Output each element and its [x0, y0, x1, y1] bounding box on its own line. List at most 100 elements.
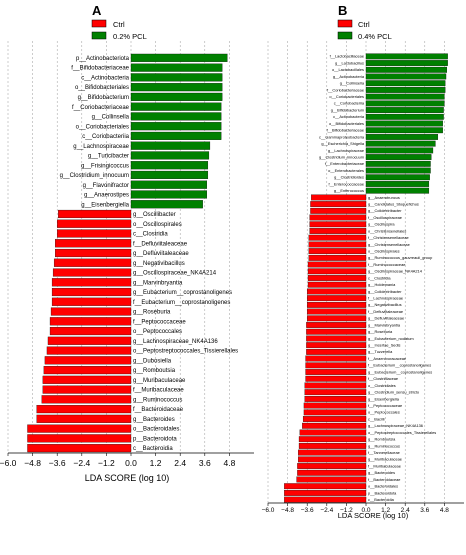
- bar: [284, 496, 367, 503]
- bar: [130, 141, 211, 150]
- x-tick-label: 1.2: [381, 507, 390, 514]
- bar: [365, 174, 430, 181]
- bar: [307, 275, 367, 281]
- bar: [130, 73, 223, 82]
- bar-label: c__Bacteroidia: [368, 497, 395, 502]
- bar-label: c__Clostridia: [368, 275, 391, 280]
- x-tick-label: 0.0: [361, 507, 370, 514]
- bar: [307, 281, 367, 288]
- bar: [130, 170, 209, 180]
- bar-label: f__Bifidobacteriaceae: [71, 66, 129, 72]
- bar-label: o__Peptococcales: [133, 329, 182, 335]
- bar-label: f__Tannerellaceae: [368, 450, 400, 455]
- bar-label: g__Negativibacillus: [368, 302, 402, 307]
- legend-b-ctrl-swatch: [337, 19, 353, 28]
- bar-label: o__Clostridiales: [368, 383, 396, 388]
- bar-label: f__Lachnospiraceae: [368, 296, 403, 301]
- bar-label: f__Coriobacteriaceae: [72, 105, 130, 111]
- bar: [130, 53, 228, 62]
- bar-label: f__Eubacterium__coprostanoligenes: [133, 300, 230, 306]
- bar: [27, 424, 132, 433]
- bar-label: g__Ruminococcus: [368, 443, 400, 448]
- x-tick-label: −6.0: [262, 507, 275, 514]
- bar: [49, 326, 132, 336]
- bar: [298, 449, 367, 456]
- bar: [51, 278, 132, 287]
- bar-label: f__Anaerovoracaceae: [368, 356, 406, 361]
- bar-label: f__Bacteroidaceae: [368, 477, 400, 482]
- bar: [365, 147, 434, 154]
- bar: [42, 385, 132, 394]
- bar: [130, 200, 203, 209]
- bar: [307, 301, 367, 308]
- panel-a: A Ctrl 0.2% PCL p__Actinobacteriota f__Bi…: [0, 3, 254, 483]
- bar-label: g__Bacteroides: [368, 470, 395, 475]
- legend-a-ctrl-swatch: [91, 19, 107, 28]
- bar: [57, 219, 132, 228]
- bar: [309, 214, 367, 221]
- bar: [365, 127, 443, 134]
- bar: [305, 375, 367, 382]
- bar: [296, 476, 367, 483]
- bar: [130, 131, 222, 140]
- bar-label: g__Marvinbryantia: [368, 322, 401, 327]
- bar: [130, 112, 222, 121]
- bar: [304, 382, 367, 389]
- bar-label: g__Actinobacteria: [333, 74, 365, 79]
- bar: [130, 161, 209, 170]
- panel-a-ticks: −6.0 −4.8 −3.6 −2.4 −1.2 0.0 1.2 2.4 3.6 4.8: [0, 453, 236, 468]
- bar: [299, 429, 367, 436]
- bar-label: g__Eubacterium__coprostanoligenes: [133, 290, 232, 296]
- bar: [41, 395, 132, 404]
- panel-b-legend: Ctrl 0.4% PCL: [337, 19, 392, 41]
- bar-label: g__Lachnospiraceae_NK4A136: [368, 423, 423, 428]
- bar-label: g__Tuzzerella: [368, 349, 393, 354]
- bar: [53, 258, 132, 267]
- bar: [308, 241, 367, 248]
- bar: [27, 434, 132, 443]
- bar: [303, 409, 367, 416]
- bar: [47, 336, 132, 345]
- bar-label: f__Eubacterium__coprostanoligenes: [368, 363, 431, 368]
- bar-label: p__Bacteroidota: [368, 490, 397, 495]
- x-tick-label: −3.6: [301, 507, 314, 514]
- bar: [365, 113, 444, 120]
- bar-label: g__Dubosiella: [133, 358, 172, 364]
- bar-label: g__Lactobacillus: [335, 60, 364, 65]
- bar-label: g__Muribaculaceae: [368, 457, 402, 462]
- bar-label: g__Clostridioides: [334, 175, 364, 180]
- legend-a-treat-swatch: [91, 31, 107, 40]
- bar: [306, 335, 367, 342]
- bar: [365, 87, 446, 93]
- bar-label: f__Christensenellaceae: [368, 235, 409, 240]
- bar: [297, 463, 367, 469]
- bar: [130, 190, 207, 199]
- bar-label: g__Christensenellaceae: [368, 242, 410, 247]
- bar-label: f__Oscillospiraceae: [368, 215, 402, 220]
- bar: [130, 122, 222, 131]
- bar: [365, 53, 448, 60]
- bar-label: g__Lachnospiraceae: [328, 148, 364, 153]
- legend-b-treat-swatch: [337, 31, 353, 40]
- bar-label: g__Marvinbryantia: [133, 280, 183, 286]
- x-tick-label: 4.8: [223, 458, 235, 468]
- x-tick-label: −2.4: [320, 507, 333, 514]
- bar-label: g__Negativibacillus: [133, 261, 185, 267]
- bar-label: g__Oscillospiraceae_NK4A214: [368, 269, 423, 274]
- bar: [51, 297, 132, 306]
- bar-label: g__Oscillibacter: [133, 212, 176, 218]
- x-tick-label: −1.2: [340, 507, 353, 514]
- x-tick-label: 3.6: [420, 507, 429, 514]
- bar-label: g__Collinsella: [340, 81, 365, 86]
- legend-b-treat-label: 0.4% PCL: [358, 32, 392, 41]
- bar: [303, 402, 367, 409]
- bar-label: g__Romboutsia: [368, 437, 396, 442]
- bar-label: o__Coriobacteriales: [329, 94, 364, 99]
- bar-label: o__Lactobacillales: [332, 67, 364, 72]
- bar-label: g__Defluviitaleaceae: [368, 316, 404, 321]
- panel-a-legend: Ctrl 0.2% PCL: [91, 19, 147, 41]
- bar-label: g__Defluviitaleaceae: [133, 251, 189, 257]
- bar: [308, 254, 367, 261]
- bar-label: g__Muribaculaceae: [133, 378, 186, 384]
